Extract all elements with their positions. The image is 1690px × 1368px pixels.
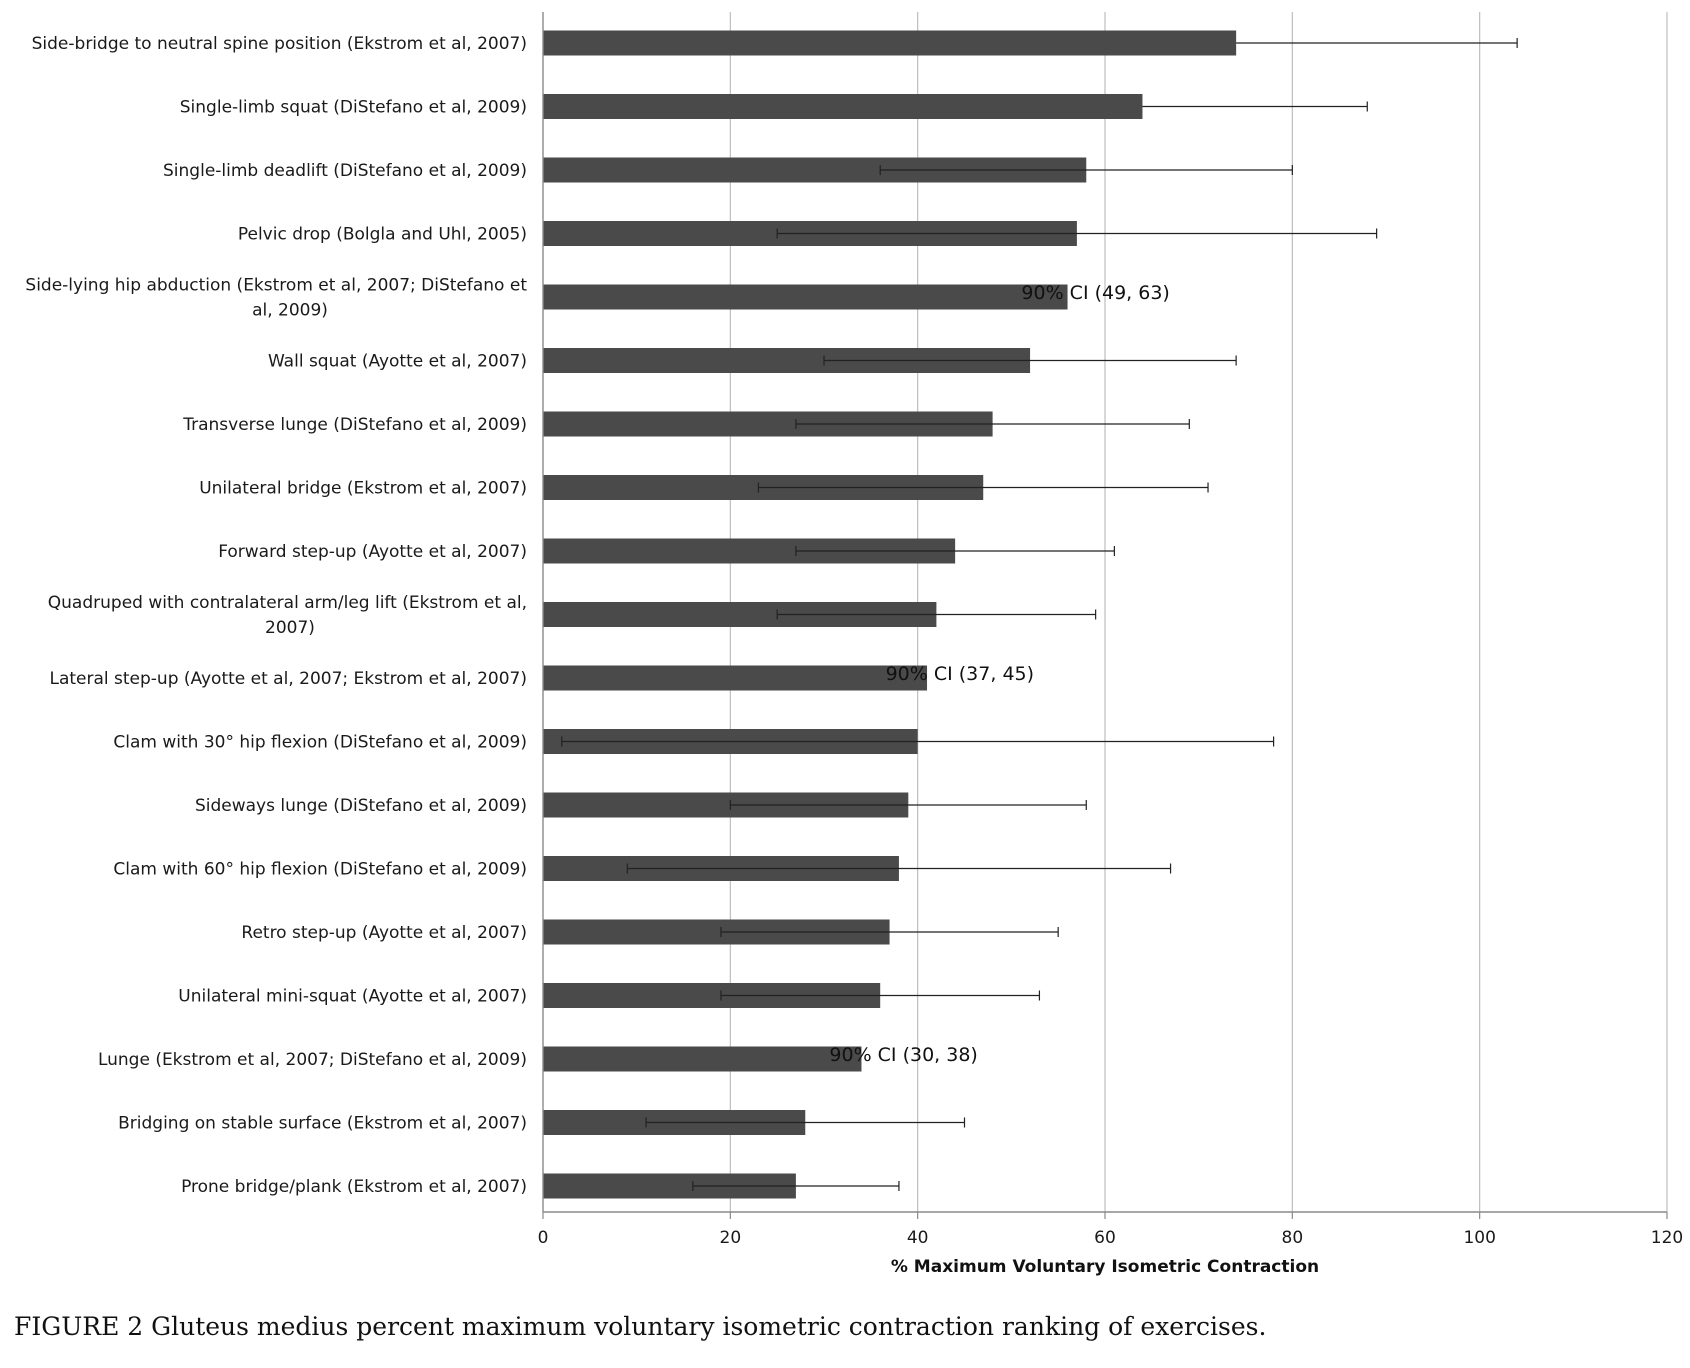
x-axis: 0 20 40 60 80 100 120 bbox=[538, 12, 1683, 1248]
category-label-4: Pelvic drop (Bolgla and Uhl, 2005) bbox=[238, 225, 527, 245]
ci-annotation-3: 90% CI (30, 38) bbox=[829, 1044, 977, 1066]
grid-lines bbox=[729, 12, 1668, 1212]
figure-caption: FIGURE 2 Gluteus medius percent maximum … bbox=[14, 1312, 1267, 1341]
x-tick-label-120: 120 bbox=[1651, 1228, 1683, 1248]
bar-5 bbox=[543, 284, 1068, 310]
ci-annotation-2: 90% CI (37, 45) bbox=[886, 663, 1034, 685]
bar-17 bbox=[543, 1046, 862, 1072]
x-tick-label-40: 40 bbox=[907, 1228, 929, 1248]
category-label-13: Sideways lunge (DiStefano et al, 2009) bbox=[195, 796, 527, 816]
category-label-15: Retro step-up (Ayotte et al, 2007) bbox=[241, 923, 527, 943]
x-tick-label-60: 60 bbox=[1094, 1228, 1116, 1248]
category-label-12: Clam with 30° hip flexion (DiStefano et … bbox=[113, 733, 527, 753]
category-label-3: Single-limb deadlift (DiStefano et al, 2… bbox=[163, 161, 527, 181]
bar-1 bbox=[543, 30, 1237, 56]
bars bbox=[543, 30, 1237, 1199]
x-tick-label-20: 20 bbox=[720, 1228, 742, 1248]
category-label-2: Single-limb squat (DiStefano et al, 2009… bbox=[180, 98, 527, 118]
category-label-1: Side-bridge to neutral spine position (E… bbox=[32, 34, 527, 54]
category-label-18: Bridging on stable surface (Ekstrom et a… bbox=[118, 1114, 527, 1134]
x-axis-title: % Maximum Voluntary Isometric Contractio… bbox=[891, 1257, 1319, 1277]
category-label-9: Forward step-up (Ayotte et al, 2007) bbox=[218, 542, 527, 562]
category-label-16: Unilateral mini-squat (Ayotte et al, 200… bbox=[178, 987, 527, 1007]
category-label-5: Side-lying hip abduction (Ekstrom et al,… bbox=[25, 276, 527, 321]
ci-annotation-1: 90% CI (49, 63) bbox=[1021, 282, 1169, 304]
x-tick-label-0: 0 bbox=[538, 1228, 549, 1248]
bar-11 bbox=[543, 665, 928, 691]
bar-2 bbox=[543, 94, 1143, 119]
category-label-8: Unilateral bridge (Ekstrom et al, 2007) bbox=[199, 479, 527, 499]
x-tick-label-80: 80 bbox=[1282, 1228, 1304, 1248]
category-label-6: Wall squat (Ayotte et al, 2007) bbox=[268, 352, 527, 372]
category-labels: Side-bridge to neutral spine position (E… bbox=[25, 34, 527, 1197]
error-bars bbox=[561, 38, 1518, 1191]
bar-chart: 0 20 40 60 80 100 120 Side-bridge to neutral s… bbox=[25, 12, 1683, 1277]
category-label-19: Prone bridge/plank (Ekstrom et al, 2007) bbox=[181, 1177, 527, 1197]
category-label-7: Transverse lunge (DiStefano et al, 2009) bbox=[182, 415, 527, 435]
category-label-17: Lunge (Ekstrom et al, 2007; DiStefano et… bbox=[98, 1050, 527, 1070]
annotations: 90% CI (49, 63) 90% CI (37, 45) 90% CI (30… bbox=[829, 282, 1169, 1066]
category-label-10: Quadruped with contralateral arm/leg lif… bbox=[48, 593, 527, 638]
category-label-11: Lateral step-up (Ayotte et al, 2007; Eks… bbox=[49, 669, 527, 689]
category-label-14: Clam with 60° hip flexion (DiStefano et … bbox=[113, 860, 527, 880]
x-tick-label-100: 100 bbox=[1463, 1228, 1495, 1248]
